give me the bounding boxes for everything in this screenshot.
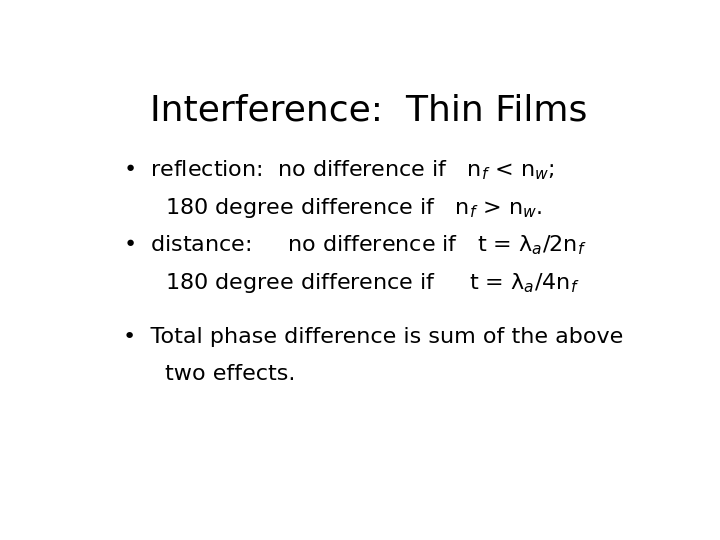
Text: •  reflection:  no difference if   n$_f$ < n$_w$;: • reflection: no difference if n$_f$ < n… (124, 158, 555, 182)
Text: 180 degree difference if     t = λ$_a$/4n$_f$: 180 degree difference if t = λ$_a$/4n$_f… (166, 271, 580, 295)
Text: two effects.: two effects. (166, 364, 296, 384)
Text: •  distance:     no difference if   t = λ$_a$/2n$_f$: • distance: no difference if t = λ$_a$/2… (124, 233, 587, 257)
Text: Interference:  Thin Films: Interference: Thin Films (150, 94, 588, 128)
Text: 180 degree difference if   n$_f$ > n$_w$.: 180 degree difference if n$_f$ > n$_w$. (166, 196, 543, 220)
Text: •  Total phase difference is sum of the above: • Total phase difference is sum of the a… (124, 327, 624, 347)
